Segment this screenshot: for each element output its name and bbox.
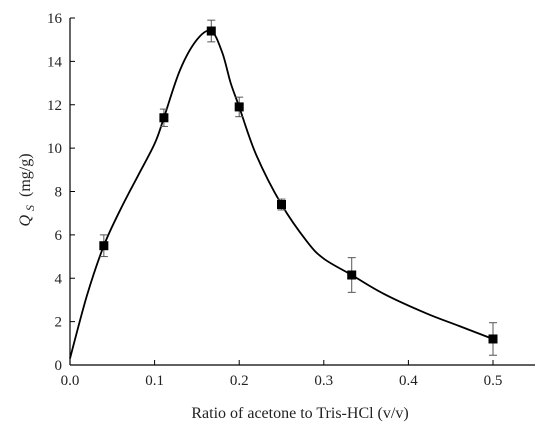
y-tick-label: 6 [55, 228, 63, 244]
y-tick-label: 2 [55, 315, 63, 331]
data-point [347, 270, 357, 280]
y-tick-label: 12 [47, 98, 62, 114]
data-point [234, 102, 244, 112]
data-point [277, 200, 286, 210]
y-tick-label: 4 [55, 271, 63, 287]
y-tick-label: 14 [47, 54, 63, 70]
data-point [99, 241, 109, 251]
data-point [159, 113, 169, 123]
x-tick-label: 0.0 [61, 373, 80, 389]
x-ticks: 0.0 0.1 0.2 0.3 0.4 0.5 [61, 360, 503, 389]
x-tick-label: 0.2 [230, 373, 249, 389]
y-tick-label: 8 [55, 185, 63, 201]
y-ticks: 0 2 4 6 8 10 12 14 16 [47, 11, 75, 374]
y-tick-label: 10 [47, 141, 62, 157]
y-tick-label: 0 [55, 358, 63, 374]
y-axis-unit: (mg/g) [17, 153, 34, 197]
data-point [206, 26, 216, 36]
x-tick-label: 0.5 [484, 373, 503, 389]
x-tick-label: 0.4 [399, 373, 418, 389]
fit-curve [69, 29, 494, 359]
y-axis-subscript: S [23, 205, 37, 211]
axes [69, 18, 535, 366]
y-tick-label: 16 [47, 11, 63, 27]
y-axis-title: Q S (mg/g) [17, 153, 38, 226]
x-axis-title: Ratio of acetone to Tris-HCl (v/v) [191, 405, 408, 422]
x-tick-label: 0.1 [145, 373, 164, 389]
x-tick-label: 0.3 [314, 373, 333, 389]
y-axis-symbol: Q [17, 215, 34, 227]
data-point [488, 334, 498, 344]
data-points [99, 19, 498, 356]
